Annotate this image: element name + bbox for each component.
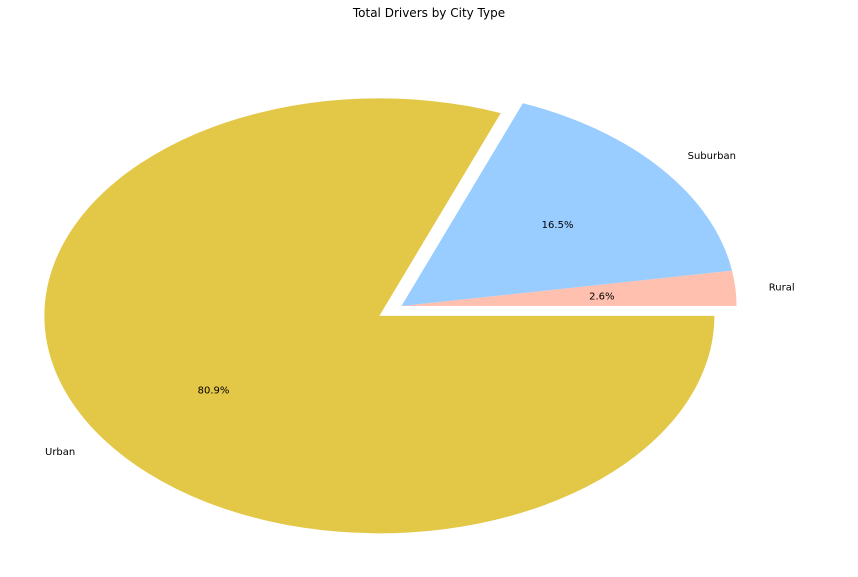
slice-label-suburban: Suburban — [688, 151, 736, 162]
slice-label-urban: Urban — [45, 447, 75, 458]
slice-label-rural: Rural — [769, 282, 795, 293]
pct-label-rural: 2.6% — [589, 291, 614, 302]
pie-slices — [44, 98, 737, 534]
pie-slice-suburban — [401, 103, 733, 306]
pct-label-urban: 80.9% — [198, 386, 230, 397]
pie-labels: Rural 2.6% Suburban 16.5% Urban 80.9% — [45, 151, 795, 458]
pct-label-suburban: 16.5% — [542, 220, 574, 231]
chart-title: Total Drivers by City Type — [352, 6, 505, 20]
pie-slice-rural — [401, 270, 737, 306]
pie-slice-urban — [44, 98, 715, 534]
